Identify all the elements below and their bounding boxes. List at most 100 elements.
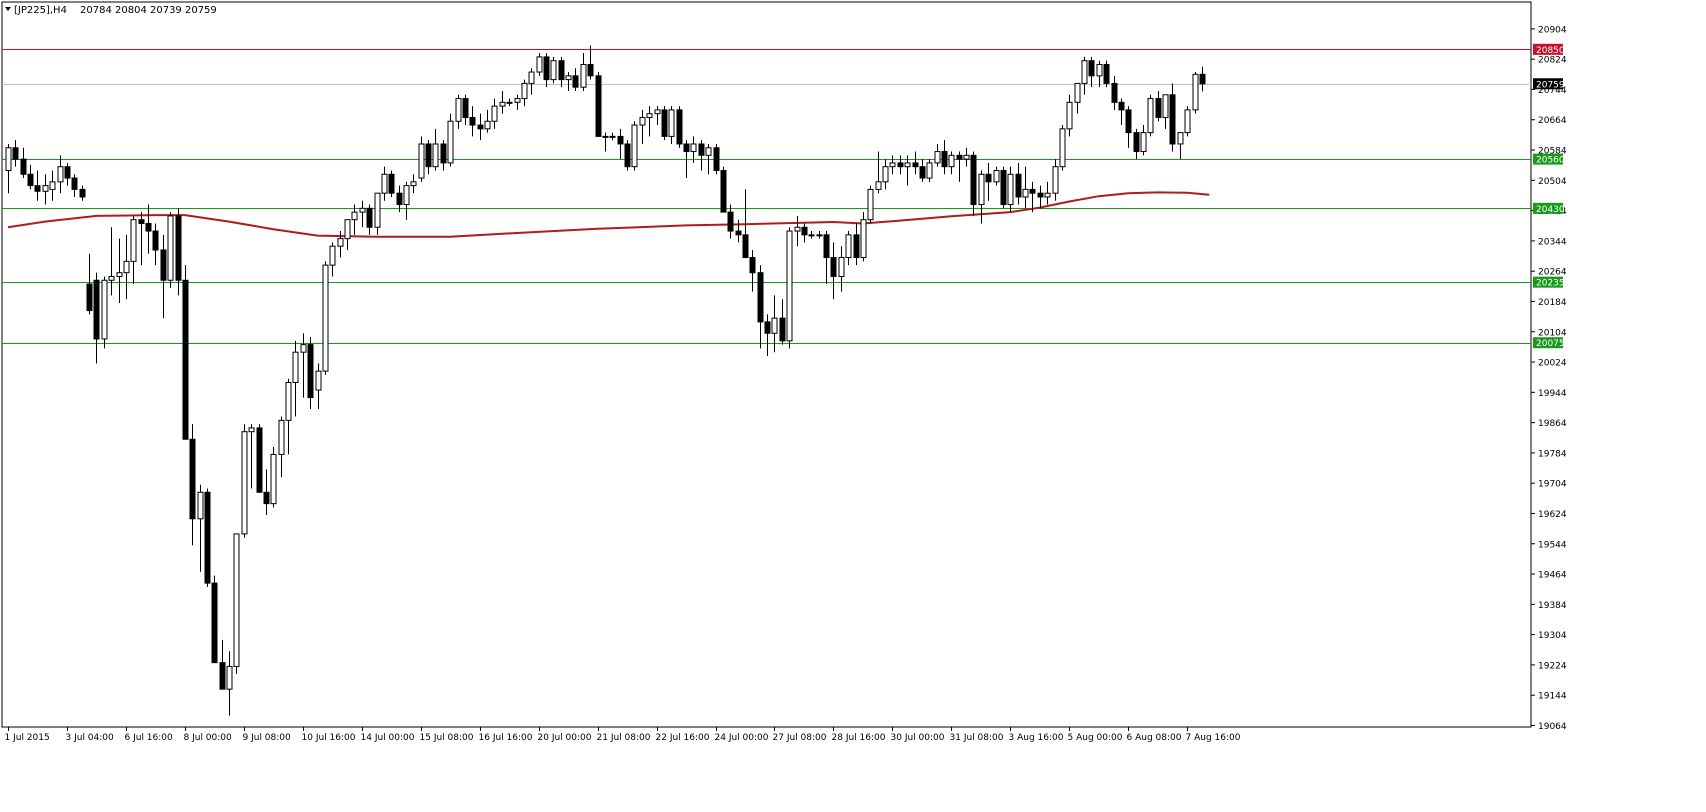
candle — [359, 200, 366, 228]
candle-body — [337, 238, 344, 247]
candle — [1199, 66, 1206, 92]
price-tick-label: 19064 — [1538, 722, 1567, 732]
price-tick-label: 20264 — [1538, 268, 1567, 278]
candle-body — [587, 63, 594, 77]
candle — [1147, 94, 1154, 137]
candle — [749, 249, 756, 292]
candle — [867, 185, 874, 224]
candle — [823, 231, 830, 285]
candle — [668, 106, 675, 144]
candle-body — [484, 120, 491, 130]
candle — [1074, 82, 1081, 114]
candle — [204, 488, 211, 587]
candle-body — [624, 143, 631, 168]
candle-body — [285, 381, 292, 421]
candle-body — [366, 207, 373, 228]
candle-body — [764, 321, 771, 334]
candle-body — [396, 192, 403, 206]
level-tag — [1533, 43, 1563, 55]
candle — [278, 416, 285, 478]
price-tick-label: 19384 — [1538, 601, 1567, 611]
candle-body — [528, 71, 535, 84]
candle — [860, 212, 867, 262]
candle — [410, 174, 417, 194]
candle — [241, 424, 248, 538]
candle — [514, 94, 521, 110]
candle — [978, 170, 985, 224]
price-tick-label: 19704 — [1538, 480, 1567, 490]
candle — [1029, 181, 1036, 213]
candle — [374, 192, 381, 235]
candle — [233, 533, 240, 674]
candle-body — [307, 344, 314, 399]
candle — [381, 166, 388, 201]
level-tag-label: 20560 — [1536, 156, 1565, 166]
candle — [794, 215, 801, 247]
candle — [536, 53, 543, 76]
candle-body — [469, 116, 476, 126]
candle — [528, 68, 535, 95]
candle — [1059, 125, 1066, 171]
candle — [182, 265, 189, 440]
price-tick-label: 19304 — [1538, 631, 1567, 641]
candle — [558, 56, 565, 88]
candle — [963, 147, 970, 167]
candle — [926, 159, 933, 182]
candle-body — [204, 491, 211, 584]
candle-body — [1066, 101, 1073, 130]
price-tick-label: 20904 — [1538, 25, 1567, 35]
candle — [116, 238, 123, 303]
chart-menu-triangle-icon[interactable] — [5, 7, 11, 11]
candle — [337, 231, 344, 258]
candle-body — [34, 185, 41, 192]
candle-body — [1111, 82, 1118, 103]
candle-body — [816, 234, 823, 237]
candle — [801, 223, 808, 243]
candle — [285, 378, 292, 455]
candle — [956, 151, 963, 182]
candle-body — [970, 154, 977, 206]
time-tick-label: 7 Aug 16:00 — [1186, 733, 1241, 743]
candle-body — [322, 264, 329, 372]
candle — [79, 185, 86, 201]
candle — [572, 68, 579, 91]
candle — [491, 98, 498, 129]
candle — [1052, 159, 1059, 201]
candle-body — [779, 317, 786, 342]
candle — [993, 166, 1000, 186]
price-tick-label: 20584 — [1538, 147, 1567, 157]
price-tick-label: 19944 — [1538, 389, 1567, 399]
candle-body — [631, 124, 638, 168]
candle — [676, 106, 683, 148]
candle-body — [248, 427, 255, 433]
candle — [912, 151, 919, 175]
time-tick-label: 10 Jul 16:00 — [302, 733, 356, 743]
candle-body — [580, 63, 587, 88]
candle-body — [175, 215, 182, 281]
candle — [543, 53, 550, 88]
candle — [1022, 166, 1029, 209]
plot-frame[interactable] — [1, 1, 1532, 728]
candle — [57, 155, 64, 194]
candle-body — [182, 279, 189, 440]
price-tick-label: 19464 — [1538, 571, 1567, 581]
candle — [779, 299, 786, 345]
candle-body — [823, 234, 830, 259]
candle-body — [1155, 98, 1162, 118]
candle — [742, 189, 749, 259]
candle — [42, 174, 49, 205]
price-tick-label: 19224 — [1538, 661, 1567, 671]
candle-body — [1052, 166, 1059, 194]
candle — [602, 132, 609, 152]
candle — [690, 136, 697, 163]
price-tick-label: 20344 — [1538, 237, 1567, 247]
candle-body — [1103, 63, 1110, 84]
price-tick-label: 19144 — [1538, 692, 1567, 702]
time-tick-label: 15 Jul 08:00 — [420, 733, 474, 743]
candle-body — [292, 351, 299, 383]
plot-area[interactable] — [1, 1, 1532, 728]
symbol-label: [JP225],H4 — [14, 5, 67, 16]
candle-body — [521, 82, 528, 100]
